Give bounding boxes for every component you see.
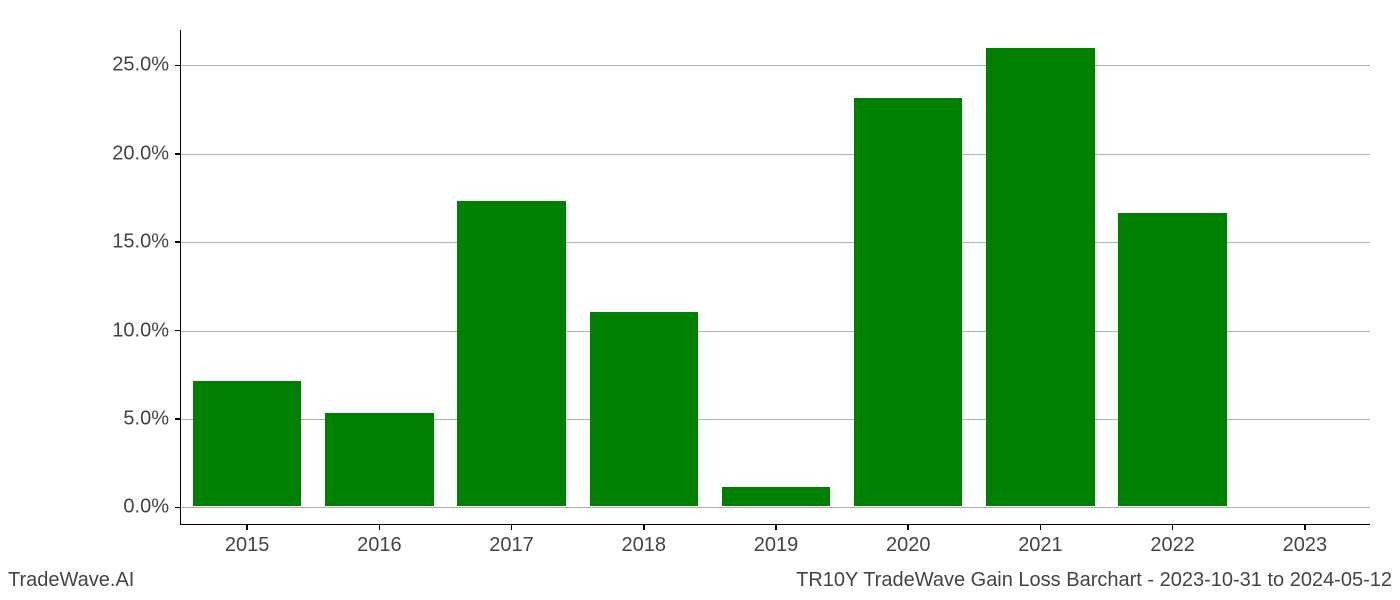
footer-left-text: TradeWave.AI (8, 569, 134, 592)
x-tick-mark (643, 524, 645, 530)
x-tick-mark (1040, 524, 1042, 530)
bar (986, 48, 1094, 506)
x-tick-label: 2023 (1283, 534, 1328, 557)
x-tick-label: 2020 (886, 534, 931, 557)
bar (325, 413, 433, 507)
x-tick-label: 2022 (1150, 534, 1195, 557)
bar (854, 98, 962, 506)
x-tick-label: 2018 (622, 534, 667, 557)
x-tick-mark (1172, 524, 1174, 530)
footer-right-text: TR10Y TradeWave Gain Loss Barchart - 202… (796, 569, 1392, 592)
x-tick-label: 2016 (357, 534, 402, 557)
gridline (181, 154, 1370, 155)
x-tick-label: 2021 (1018, 534, 1063, 557)
bar (590, 312, 698, 506)
x-tick-mark (511, 524, 513, 530)
y-tick-mark (175, 418, 181, 420)
y-tick-label: 10.0% (112, 319, 169, 342)
y-tick-mark (175, 153, 181, 155)
x-tick-label: 2019 (754, 534, 799, 557)
plot-area: 0.0%5.0%10.0%15.0%20.0%25.0%201520162017… (180, 30, 1370, 525)
x-tick-mark (246, 524, 248, 530)
y-tick-label: 5.0% (123, 407, 169, 430)
bar-chart: 0.0%5.0%10.0%15.0%20.0%25.0%201520162017… (180, 30, 1370, 525)
y-tick-label: 0.0% (123, 496, 169, 519)
y-tick-mark (175, 241, 181, 243)
bar (722, 487, 830, 506)
y-tick-mark (175, 330, 181, 332)
y-tick-mark (175, 65, 181, 67)
y-tick-label: 15.0% (112, 231, 169, 254)
y-tick-mark (175, 507, 181, 509)
gridline (181, 507, 1370, 508)
x-tick-mark (907, 524, 909, 530)
x-tick-label: 2017 (489, 534, 534, 557)
bar (1118, 213, 1226, 506)
x-tick-mark (1304, 524, 1306, 530)
gridline (181, 65, 1370, 66)
x-tick-label: 2015 (225, 534, 270, 557)
bar (457, 201, 565, 507)
y-tick-label: 25.0% (112, 54, 169, 77)
x-tick-mark (775, 524, 777, 530)
x-tick-mark (379, 524, 381, 530)
y-tick-label: 20.0% (112, 142, 169, 165)
bar (193, 381, 301, 507)
